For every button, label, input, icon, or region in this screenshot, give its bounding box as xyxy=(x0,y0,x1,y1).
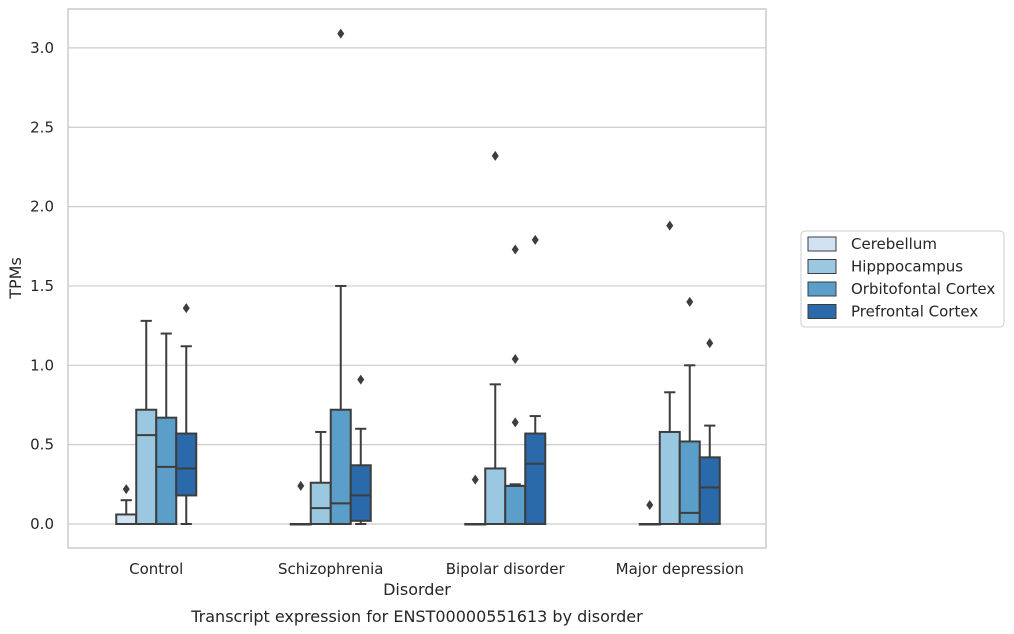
box-1-2 xyxy=(484,150,507,525)
box-1-1 xyxy=(309,430,332,526)
y-tick-label: 2.5 xyxy=(30,118,54,136)
legend-swatch xyxy=(807,236,837,252)
y-tick-label: 2.0 xyxy=(30,198,54,216)
box-2-2 xyxy=(504,244,527,525)
outlier-point xyxy=(531,234,539,245)
outlier-point xyxy=(122,484,130,495)
box-3-3 xyxy=(698,338,721,526)
outlier-point xyxy=(511,353,519,364)
outlier-point xyxy=(511,417,519,428)
legend: Cerebellum Hipppocampus Orbitofontal Corte… xyxy=(800,230,1005,328)
x-tick-labels: Control Schizophrenia Bipolar disorder Majo… xyxy=(129,560,744,578)
legend-label: Orbitofontal Cortex xyxy=(851,280,995,298)
y-axis-title: TPMs xyxy=(6,257,25,300)
outlier-point xyxy=(706,338,714,349)
x-tick-label: Control xyxy=(129,560,183,578)
x-tick-label: Schizophrenia xyxy=(278,560,383,578)
y-tick-label: 0.5 xyxy=(30,436,54,454)
box-0-0 xyxy=(115,484,138,526)
box-0-2 xyxy=(464,474,487,526)
y-tick-label: 1.0 xyxy=(30,356,54,374)
box-body xyxy=(135,408,158,525)
legend-label: Prefrontal Cortex xyxy=(851,303,978,321)
legend-swatch xyxy=(807,259,837,274)
outlier-point xyxy=(646,499,654,510)
legend-label: Hipppocampus xyxy=(851,258,963,276)
box-1-0 xyxy=(135,319,158,525)
box-body xyxy=(155,416,178,525)
outlier-point xyxy=(666,220,674,231)
box-body xyxy=(329,408,352,525)
x-tick-label: Bipolar disorder xyxy=(446,560,566,578)
x-axis-title: Disorder xyxy=(383,580,451,599)
box-body xyxy=(658,430,681,526)
box-body xyxy=(698,456,721,526)
y-tick-labels: 0.0 0.5 1.0 1.5 2.0 2.5 3.0 xyxy=(30,39,54,533)
box-body xyxy=(175,432,198,497)
legend-frame xyxy=(800,230,1005,328)
box-3-2 xyxy=(524,234,547,525)
box-2-0 xyxy=(155,332,178,525)
box-body xyxy=(678,440,701,526)
box-body xyxy=(504,484,527,525)
box-2-3 xyxy=(678,296,701,526)
x-tick-label: Major depression xyxy=(616,560,744,578)
outlier-point xyxy=(357,374,365,385)
plot-frame xyxy=(67,8,767,549)
box-body xyxy=(349,464,372,522)
outlier-point xyxy=(337,28,345,39)
outlier-point xyxy=(511,244,519,255)
box-0-1 xyxy=(289,480,312,526)
outlier-point xyxy=(491,150,499,161)
box-body xyxy=(524,432,547,525)
outlier-point xyxy=(471,474,479,485)
outlier-point xyxy=(686,296,694,307)
y-tick-label: 3.0 xyxy=(30,39,54,57)
box-groups xyxy=(115,28,721,526)
legend-label: Cerebellum xyxy=(851,235,937,253)
legend-swatch xyxy=(807,281,837,297)
box-3-0 xyxy=(175,303,198,525)
outlier-point xyxy=(182,303,190,314)
outlier-point xyxy=(297,480,305,491)
box-body xyxy=(484,467,507,525)
chart-caption: Transcript expression for ENST0000055161… xyxy=(190,607,643,626)
y-tick-label: 1.5 xyxy=(30,277,54,295)
box-body xyxy=(309,481,332,526)
box-body xyxy=(115,513,138,526)
box-2-1 xyxy=(329,28,352,525)
box-1-3 xyxy=(658,220,681,526)
box-3-1 xyxy=(349,374,372,525)
box-0-3 xyxy=(638,499,661,526)
y-tick-label: 0.0 xyxy=(30,515,54,533)
legend-swatch xyxy=(807,304,837,319)
